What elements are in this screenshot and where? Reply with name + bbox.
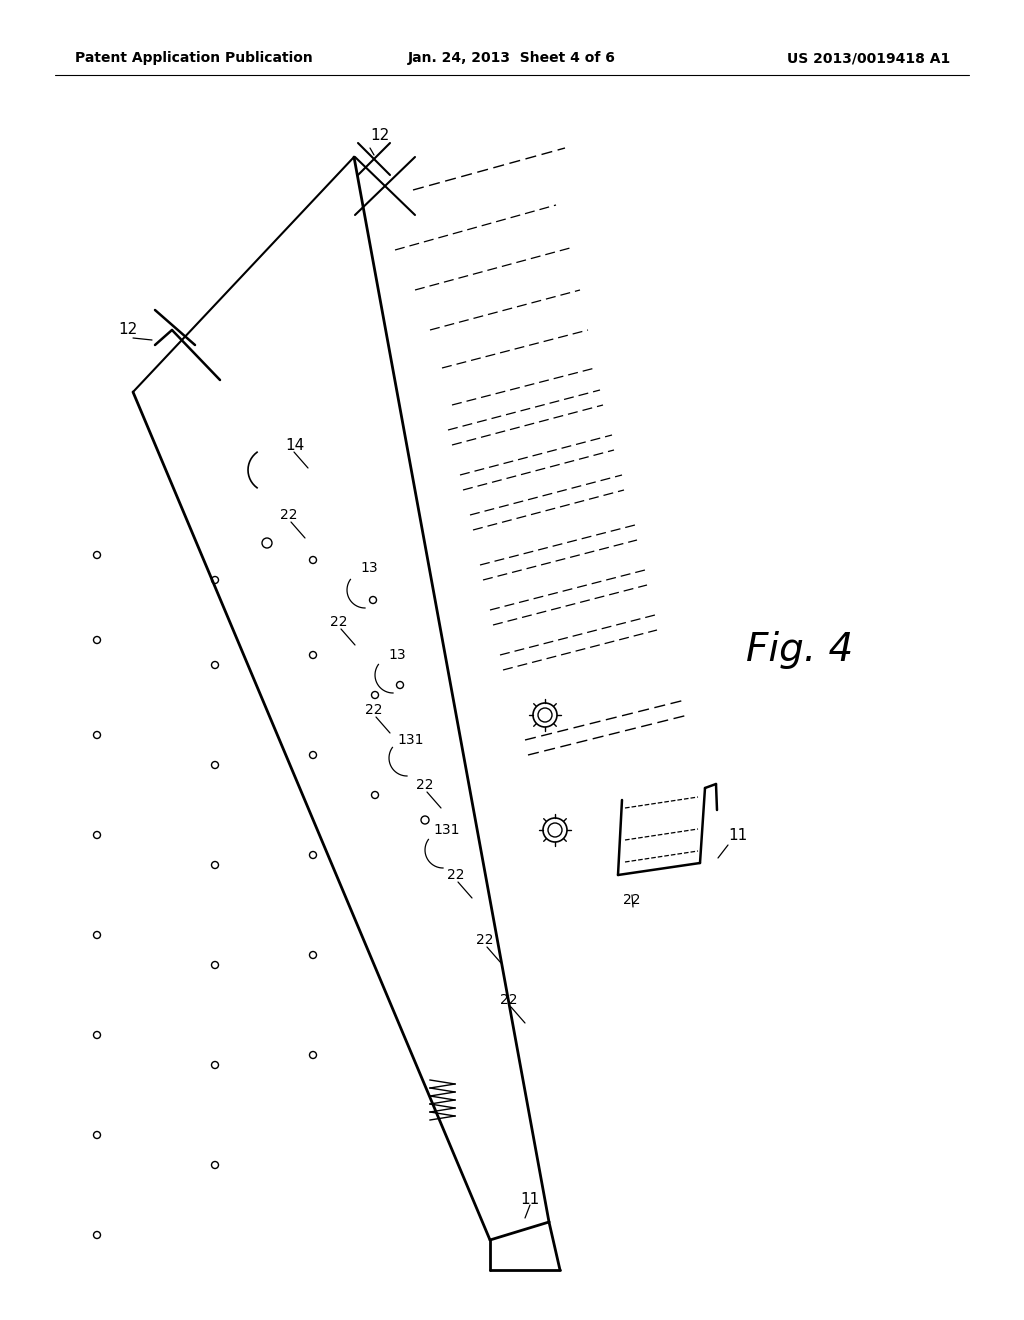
Text: 22: 22 [476, 933, 494, 946]
Text: US 2013/0019418 A1: US 2013/0019418 A1 [786, 51, 950, 65]
Text: Fig. 4: Fig. 4 [746, 631, 854, 669]
Text: 22: 22 [330, 615, 347, 630]
Text: Jan. 24, 2013  Sheet 4 of 6: Jan. 24, 2013 Sheet 4 of 6 [408, 51, 616, 65]
Text: 22: 22 [416, 777, 433, 792]
Text: 22: 22 [500, 993, 517, 1007]
Text: 22: 22 [447, 869, 465, 882]
Text: 11: 11 [728, 829, 748, 843]
Text: 131: 131 [397, 733, 424, 747]
Text: 22: 22 [280, 508, 298, 521]
Text: 12: 12 [118, 322, 137, 338]
Text: 22: 22 [623, 894, 640, 907]
Text: 14: 14 [285, 437, 304, 453]
Text: 13: 13 [388, 648, 406, 663]
Text: 131: 131 [433, 822, 460, 837]
Text: 11: 11 [520, 1192, 540, 1208]
Text: 22: 22 [365, 704, 383, 717]
Text: 13: 13 [360, 561, 378, 576]
Text: 12: 12 [370, 128, 389, 143]
Text: Patent Application Publication: Patent Application Publication [75, 51, 312, 65]
